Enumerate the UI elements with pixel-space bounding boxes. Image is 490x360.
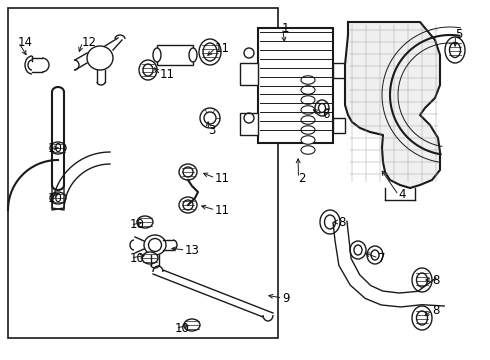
Ellipse shape bbox=[301, 146, 315, 154]
Ellipse shape bbox=[199, 39, 221, 65]
Text: 11: 11 bbox=[215, 203, 230, 216]
Text: 10: 10 bbox=[130, 252, 145, 265]
Ellipse shape bbox=[350, 241, 366, 259]
Ellipse shape bbox=[318, 104, 325, 112]
Text: 6: 6 bbox=[322, 108, 329, 122]
Ellipse shape bbox=[324, 215, 336, 229]
Ellipse shape bbox=[315, 100, 329, 116]
Ellipse shape bbox=[416, 311, 427, 325]
Text: 8: 8 bbox=[432, 274, 440, 287]
Ellipse shape bbox=[354, 245, 362, 255]
Ellipse shape bbox=[179, 164, 197, 180]
Text: 8: 8 bbox=[432, 303, 440, 316]
Text: 13: 13 bbox=[185, 243, 200, 256]
Text: 12: 12 bbox=[82, 36, 97, 49]
Text: 8: 8 bbox=[338, 216, 345, 229]
Ellipse shape bbox=[203, 43, 217, 61]
Ellipse shape bbox=[301, 126, 315, 134]
Text: 7: 7 bbox=[378, 252, 386, 265]
Ellipse shape bbox=[301, 116, 315, 124]
Ellipse shape bbox=[320, 210, 340, 234]
Ellipse shape bbox=[137, 216, 153, 228]
Text: 11: 11 bbox=[160, 68, 175, 81]
Ellipse shape bbox=[184, 319, 200, 331]
Ellipse shape bbox=[183, 167, 193, 177]
Ellipse shape bbox=[87, 46, 113, 70]
Text: 10: 10 bbox=[175, 321, 190, 334]
Text: 1: 1 bbox=[282, 22, 290, 35]
Ellipse shape bbox=[367, 246, 383, 264]
Ellipse shape bbox=[142, 252, 158, 264]
Ellipse shape bbox=[50, 142, 66, 154]
Ellipse shape bbox=[412, 306, 432, 330]
Bar bbox=[8, 8, 278, 338]
Text: 5: 5 bbox=[455, 28, 463, 41]
Ellipse shape bbox=[416, 273, 427, 287]
Polygon shape bbox=[345, 22, 440, 188]
Ellipse shape bbox=[50, 192, 66, 204]
Text: 10: 10 bbox=[48, 141, 63, 154]
Text: 10: 10 bbox=[48, 192, 63, 204]
Ellipse shape bbox=[301, 106, 315, 114]
Bar bbox=[333, 63, 345, 78]
Ellipse shape bbox=[183, 200, 193, 210]
Bar bbox=[258, 28, 333, 143]
Text: 11: 11 bbox=[215, 171, 230, 184]
Text: 9: 9 bbox=[282, 292, 290, 305]
Bar bbox=[240, 113, 258, 135]
Text: 4: 4 bbox=[398, 189, 406, 202]
Ellipse shape bbox=[449, 42, 461, 58]
Ellipse shape bbox=[153, 48, 161, 62]
Ellipse shape bbox=[144, 235, 166, 255]
Ellipse shape bbox=[148, 238, 162, 252]
Bar bbox=[240, 63, 258, 85]
Ellipse shape bbox=[301, 136, 315, 144]
Text: 14: 14 bbox=[18, 36, 33, 49]
Text: 11: 11 bbox=[215, 41, 230, 54]
Text: 10: 10 bbox=[130, 219, 145, 231]
Ellipse shape bbox=[143, 64, 153, 76]
Ellipse shape bbox=[139, 60, 157, 80]
Text: 3: 3 bbox=[208, 123, 216, 136]
Ellipse shape bbox=[445, 37, 465, 63]
Text: 2: 2 bbox=[298, 171, 305, 184]
Ellipse shape bbox=[301, 86, 315, 94]
Ellipse shape bbox=[301, 96, 315, 104]
Ellipse shape bbox=[189, 48, 197, 62]
Ellipse shape bbox=[301, 76, 315, 84]
Ellipse shape bbox=[179, 197, 197, 213]
Ellipse shape bbox=[412, 268, 432, 292]
Bar bbox=[333, 118, 345, 133]
Bar bbox=[157, 45, 193, 65]
Ellipse shape bbox=[371, 250, 379, 260]
